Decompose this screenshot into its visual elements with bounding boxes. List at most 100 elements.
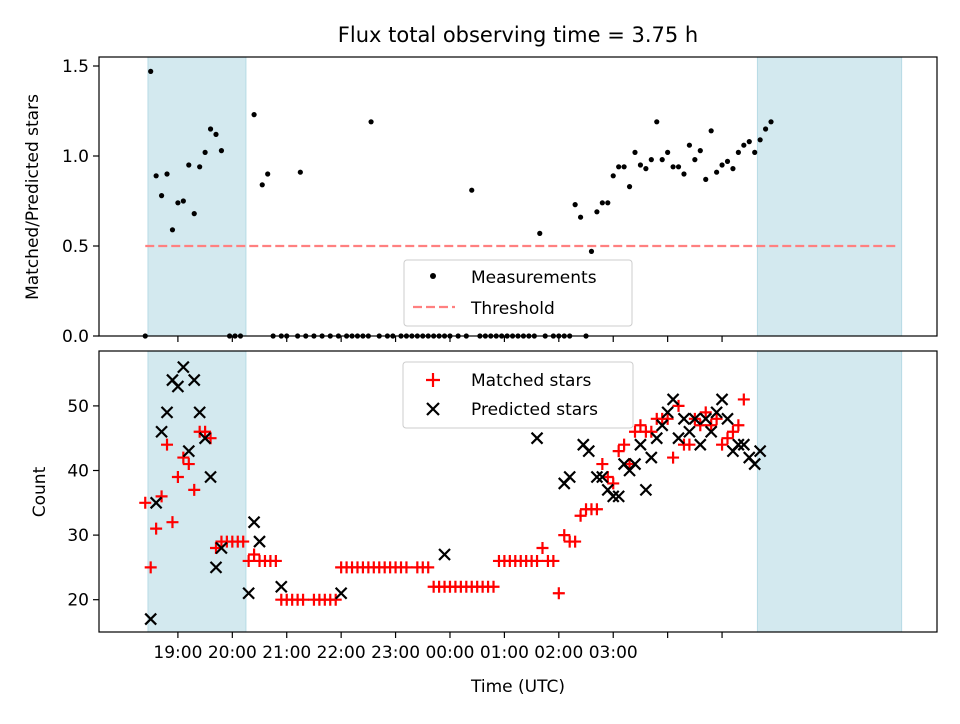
predicted-star-point [732, 438, 745, 451]
matched-star-point [726, 425, 739, 438]
predicted-star-point [650, 431, 664, 445]
measurement-point [757, 137, 763, 143]
predicted-star-point [171, 380, 185, 393]
measurement-point [218, 148, 225, 154]
matched-star-point [634, 419, 647, 432]
measurement-point [621, 164, 627, 170]
bottom-xtick-label: 03:00 [589, 643, 638, 663]
predicted-star-point [275, 580, 288, 594]
predicted-star-point [655, 419, 669, 432]
matched-star-point [574, 509, 587, 522]
measurement-point [626, 184, 633, 190]
legend-measurements-label: Measurements [471, 268, 597, 288]
legend-matched-label: Matched stars [471, 371, 591, 391]
measurement-point [665, 149, 671, 155]
predicted-star-point [704, 425, 718, 439]
measurement-point [153, 173, 159, 179]
measurement-point [648, 157, 654, 163]
predicted-star-point [242, 586, 255, 600]
predicted-star-point [715, 393, 729, 406]
predicted-star-point [209, 561, 223, 574]
measurement-point [752, 149, 758, 155]
predicted-star-point [149, 496, 163, 510]
measurement-point [659, 157, 665, 163]
measurement-point [469, 187, 475, 193]
predicted-star-point [438, 548, 451, 561]
predicted-star-point [748, 457, 761, 471]
measurement-point [297, 169, 303, 175]
matched-star-point [552, 587, 565, 600]
predicted-star-point [247, 515, 261, 529]
predicted-star-point [590, 470, 604, 484]
measurement-point [741, 142, 747, 148]
predicted-star-point [683, 425, 696, 439]
measurement-point [654, 119, 660, 125]
measurement-point [692, 157, 698, 163]
matched-star-point [237, 535, 250, 548]
predicted-star-point [628, 457, 642, 471]
matched-star-point [139, 496, 152, 509]
predicted-star-point [694, 438, 707, 451]
bottom-xtick-label: 21:00 [262, 643, 311, 663]
predicted-star-point [204, 470, 217, 484]
matched-star-point [531, 554, 544, 567]
matched-star-point [422, 561, 435, 574]
predicted-star-point [710, 406, 723, 419]
measurement-point [643, 166, 649, 172]
matched-star-point [612, 445, 625, 458]
top-y-axis-label: Matched/Predicted stars [23, 94, 43, 300]
top-shaded-span-0 [147, 56, 247, 337]
bottom-xtick-label: 22:00 [317, 643, 366, 663]
measurement-point [577, 214, 584, 220]
matched-star-point [705, 419, 718, 432]
predicted-star-point [182, 444, 196, 458]
predicted-star-point [530, 431, 544, 445]
matched-star-point [732, 419, 745, 432]
bottom-legend: Matched stars Predicted stars [402, 361, 634, 429]
top-ytick-label: 0.5 [62, 237, 89, 257]
measurement-point [762, 126, 769, 132]
matched-star-point [547, 554, 560, 567]
measurement-point [197, 164, 203, 170]
bottom-shaded-span-1 [756, 350, 903, 633]
measurement-point [637, 162, 644, 168]
measurement-point [265, 171, 271, 177]
top-legend: Measurements Threshold [403, 259, 633, 327]
predicted-star-point [666, 393, 680, 406]
bottom-panel: 20 30 40 50 19:00 20:00 21:00 22:00 23:00 00:00 0… [30, 350, 938, 697]
measurement-point [616, 164, 622, 170]
matched-star-point [558, 529, 571, 542]
top-ytick-label: 1.0 [62, 147, 89, 167]
bottom-y-axis-label: Count [30, 466, 50, 517]
predicted-star-point [193, 406, 206, 419]
bottom-xtick-label: 20:00 [208, 643, 257, 663]
measurement-point [632, 149, 638, 155]
legend-measurements-marker [430, 273, 436, 279]
measurement-point [148, 68, 154, 74]
bottom-xtick-label: 02:00 [534, 643, 583, 663]
predicted-star-point [198, 431, 212, 445]
matched-star-point [699, 406, 712, 419]
measurement-point [191, 211, 197, 217]
legend-threshold-label: Threshold [470, 299, 555, 319]
predicted-star-point [160, 406, 174, 419]
measurement-point [714, 169, 720, 175]
matched-star-point [721, 432, 734, 445]
top-ytick-label: 1.5 [62, 57, 89, 77]
measurement-point [180, 198, 186, 204]
predicted-star-point [677, 412, 691, 426]
measurement-point [251, 112, 257, 118]
matched-star-point [672, 399, 685, 412]
bottom-xtick-label: 00:00 [425, 643, 474, 663]
predicted-star-point [721, 412, 734, 426]
bottom-shaded-span-0 [147, 350, 247, 633]
matched-star-point [628, 425, 641, 438]
matched-star-point [569, 535, 582, 548]
matched-star-point [182, 458, 195, 471]
x-axis-label: Time (UTC) [470, 677, 565, 697]
measurement-point [164, 171, 170, 177]
matched-star-point [297, 593, 310, 606]
matched-star-point [188, 483, 201, 496]
measurement-point [594, 209, 600, 215]
